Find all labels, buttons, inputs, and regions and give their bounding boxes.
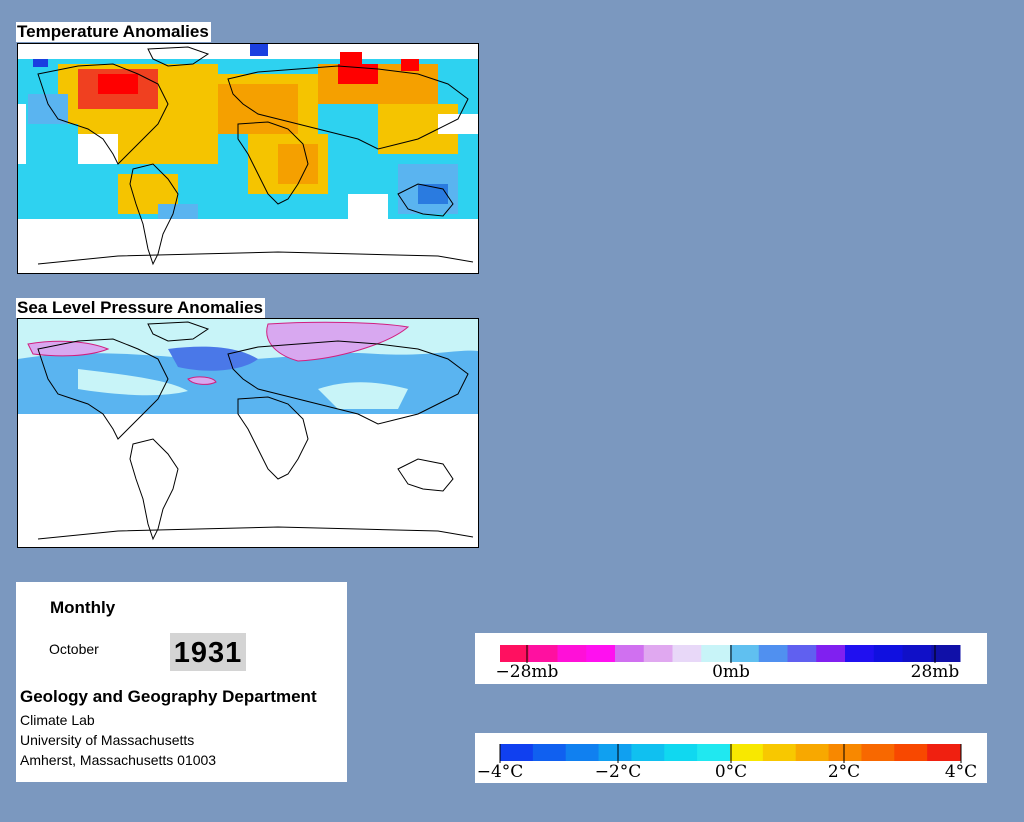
colorbar-swatch	[500, 645, 530, 662]
colorbar-swatch	[873, 645, 903, 662]
colorbar-swatch	[730, 744, 764, 761]
pressure-tick-max: 28mb	[910, 662, 960, 682]
colorbar-swatch	[861, 744, 895, 761]
colorbar-swatch	[730, 645, 760, 662]
temperature-anomaly-cell	[340, 52, 362, 66]
month-label: October	[49, 641, 99, 657]
department-name: Geology and Geography Department	[20, 687, 317, 706]
temperature-anomaly-cell	[18, 104, 26, 164]
pressure-tick-zero: 0mb	[712, 662, 750, 682]
temp-tick-minus4: −4°C	[476, 762, 524, 782]
colorbar-swatch	[828, 744, 862, 761]
temperature-anomaly-cell	[18, 124, 78, 214]
colorbar-swatch	[615, 645, 645, 662]
colorbar-swatch	[762, 744, 797, 761]
colorbar-swatch	[557, 645, 587, 662]
temperature-anomaly-cell	[98, 74, 138, 94]
period-label: Monthly	[50, 598, 116, 617]
pressure-map-canvas	[18, 319, 478, 547]
colorbar-swatch	[701, 645, 731, 662]
colorbar-swatch	[565, 744, 600, 761]
temperature-anomaly-cell	[348, 194, 388, 219]
continent-outlines	[37, 46, 474, 266]
info-line-address: Amherst, Massachusetts 01003	[20, 752, 217, 768]
temp-tick-plus4: 4°C	[944, 762, 978, 782]
temperature-anomaly-cell	[28, 94, 68, 124]
colorbar-swatch	[902, 645, 932, 662]
colorbar-swatch	[894, 744, 928, 761]
temperature-anomaly-cell	[401, 59, 419, 71]
pressure-colorbar	[500, 645, 961, 663]
year-display: 1931	[170, 633, 246, 671]
colorbar-swatch	[672, 645, 702, 662]
colorbar-swatch	[500, 744, 534, 761]
temperature-map-canvas	[18, 44, 478, 273]
temperature-anomaly-cell	[338, 64, 378, 84]
temperature-legend: −4°C −2°C 0°C 2°C 4°C	[475, 733, 987, 783]
temp-tick-minus2: −2°C	[594, 762, 642, 782]
colorbar-swatch	[787, 645, 817, 662]
temperature-anomaly-cell	[18, 219, 478, 273]
colorbar-swatch	[845, 645, 875, 662]
continent-outlines-pressure	[37, 321, 474, 541]
temperature-anomaly-cell	[78, 134, 118, 164]
pressure-legend: −28mb 0mb 28mb	[475, 633, 987, 684]
colorbar-swatch	[631, 744, 665, 761]
temperature-anomaly-map	[17, 43, 479, 274]
temperature-anomaly-cell	[33, 59, 48, 67]
colorbar-swatch	[758, 645, 788, 662]
temperature-anomaly-cell	[218, 84, 298, 134]
pressure-anomaly-map	[17, 318, 479, 548]
info-panel: Monthly October 1931 Geology and Geograp…	[16, 582, 347, 782]
temp-tick-plus2: 2°C	[827, 762, 861, 782]
colorbar-swatch	[643, 645, 673, 662]
colorbar-swatch	[586, 645, 616, 662]
colorbar-swatch	[598, 744, 632, 761]
temperature-colorbar	[499, 744, 962, 763]
temp-tick-zero: 0°C	[714, 762, 748, 782]
colorbar-swatch	[664, 744, 698, 761]
colorbar-swatch	[697, 744, 731, 761]
temperature-anomaly-cell	[250, 44, 268, 56]
info-line-lab: Climate Lab	[20, 712, 95, 728]
temperature-anomaly-cell	[278, 144, 318, 184]
colorbar-swatch	[816, 645, 846, 662]
pressure-tick-min: −28mb	[495, 662, 559, 682]
colorbar-swatch	[532, 744, 567, 761]
colorbar-swatch	[795, 744, 830, 761]
colorbar-swatch	[931, 645, 961, 662]
info-line-university: University of Massachusetts	[20, 732, 195, 748]
temperature-map-title: Temperature Anomalies	[16, 22, 211, 42]
temperature-anomaly-cell	[438, 114, 478, 134]
colorbar-swatch	[927, 744, 961, 761]
pressure-map-title: Sea Level Pressure Anomalies	[16, 298, 266, 318]
colorbar-swatch	[528, 645, 558, 662]
